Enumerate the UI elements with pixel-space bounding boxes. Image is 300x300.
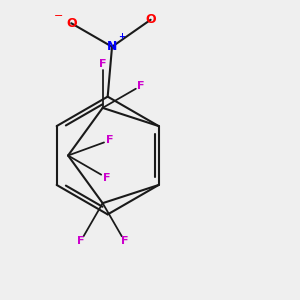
Text: F: F <box>77 236 84 246</box>
Text: −: − <box>54 11 63 21</box>
Text: +: + <box>118 32 125 41</box>
Text: F: F <box>121 236 128 246</box>
Text: F: F <box>103 172 110 183</box>
Text: F: F <box>99 59 106 69</box>
Text: F: F <box>106 135 113 146</box>
Text: N: N <box>107 40 117 53</box>
Text: O: O <box>145 13 156 26</box>
Text: O: O <box>66 17 76 30</box>
Text: F: F <box>137 81 145 91</box>
